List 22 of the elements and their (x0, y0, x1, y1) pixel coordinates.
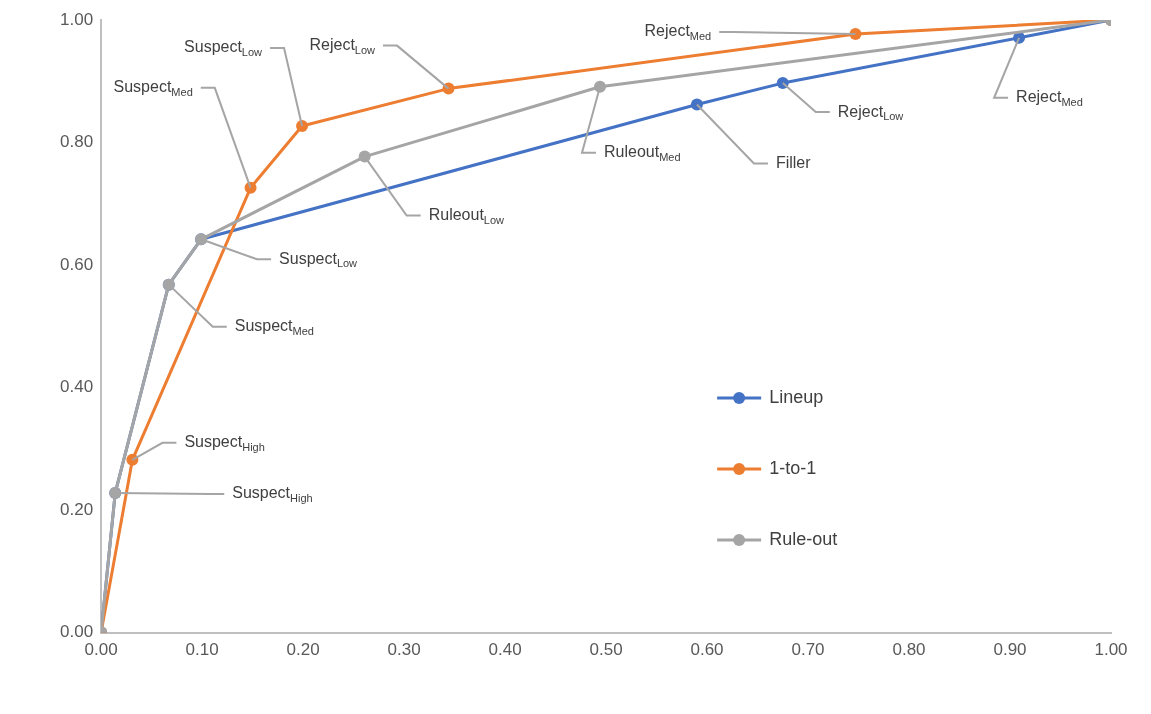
legend-label: Rule-out (769, 528, 838, 549)
x-tick-label: 0.10 (185, 640, 219, 660)
x-tick-label: 0.00 (84, 640, 118, 660)
y-tick-label: 0.20 (59, 499, 94, 519)
x-tick-label: 0.80 (892, 640, 926, 660)
x-tick-label: 0.30 (387, 640, 421, 660)
y-tick-label: 0.40 (59, 377, 94, 397)
x-tick-label: 0.40 (488, 640, 522, 660)
x-tick-label: 0.60 (690, 640, 724, 660)
annotation: Filler (775, 153, 812, 171)
x-tick-label: 0.90 (993, 640, 1027, 660)
point (593, 80, 606, 93)
legend-label: Lineup (769, 386, 824, 407)
x-tick-label: 0.20 (286, 640, 320, 660)
x-tick-label: 0.50 (589, 640, 623, 660)
y-tick-label: 0.80 (59, 132, 94, 152)
y-tick-label: 0.60 (59, 254, 94, 274)
y-tick-label: 1.00 (59, 9, 94, 29)
y-tick-label: 0.00 (59, 622, 94, 642)
legend-label: 1-to-1 (769, 457, 817, 478)
x-tick-label: 1.00 (1094, 640, 1128, 660)
x-tick-label: 0.70 (791, 640, 825, 660)
